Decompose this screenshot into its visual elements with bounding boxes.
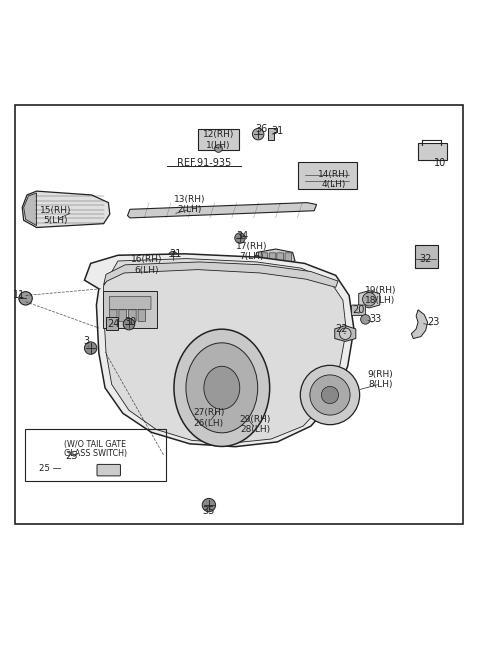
FancyBboxPatch shape	[103, 291, 157, 327]
Circle shape	[235, 233, 245, 243]
Text: 32: 32	[420, 254, 432, 264]
Text: 31: 31	[271, 126, 284, 136]
Text: 3: 3	[83, 337, 89, 346]
Text: 34: 34	[236, 231, 249, 241]
Text: 25: 25	[65, 451, 78, 461]
Text: 30: 30	[125, 317, 137, 327]
Polygon shape	[335, 325, 356, 341]
FancyBboxPatch shape	[261, 253, 268, 262]
FancyBboxPatch shape	[198, 129, 239, 150]
Text: 15(RH)
5(LH): 15(RH) 5(LH)	[40, 206, 72, 225]
Text: 16(RH)
6(LH): 16(RH) 6(LH)	[131, 255, 162, 274]
Ellipse shape	[186, 343, 258, 433]
Circle shape	[136, 260, 148, 272]
Text: 36: 36	[255, 125, 268, 134]
Circle shape	[360, 315, 370, 324]
FancyBboxPatch shape	[119, 310, 127, 321]
Circle shape	[322, 386, 338, 403]
Polygon shape	[254, 249, 295, 265]
Circle shape	[202, 499, 216, 512]
FancyBboxPatch shape	[285, 253, 292, 262]
Text: 29(RH)
28(LH): 29(RH) 28(LH)	[240, 415, 271, 434]
Polygon shape	[84, 254, 354, 447]
FancyBboxPatch shape	[351, 305, 365, 316]
Polygon shape	[128, 203, 317, 218]
Text: 24: 24	[107, 319, 120, 329]
Circle shape	[215, 145, 222, 152]
Circle shape	[168, 251, 178, 261]
FancyBboxPatch shape	[269, 253, 276, 262]
Text: 23: 23	[428, 318, 440, 327]
Circle shape	[19, 292, 32, 305]
FancyBboxPatch shape	[109, 297, 151, 310]
FancyBboxPatch shape	[138, 310, 146, 321]
Polygon shape	[104, 258, 346, 443]
FancyBboxPatch shape	[298, 162, 357, 189]
Text: REF.91-935: REF.91-935	[177, 158, 231, 168]
Text: 14(RH)
4(LH): 14(RH) 4(LH)	[318, 170, 349, 190]
Polygon shape	[268, 128, 277, 140]
Circle shape	[300, 365, 360, 424]
Polygon shape	[130, 258, 158, 272]
Text: 35: 35	[203, 506, 215, 516]
Polygon shape	[411, 310, 428, 338]
Circle shape	[339, 328, 351, 340]
Text: GLASS SWITCH): GLASS SWITCH)	[64, 449, 127, 459]
Polygon shape	[104, 262, 338, 287]
Text: 33: 33	[369, 314, 381, 324]
Polygon shape	[144, 270, 154, 277]
Polygon shape	[22, 191, 110, 228]
FancyBboxPatch shape	[109, 310, 117, 321]
FancyBboxPatch shape	[129, 310, 136, 321]
Circle shape	[310, 375, 350, 415]
Ellipse shape	[204, 366, 240, 409]
Circle shape	[123, 318, 135, 330]
Polygon shape	[359, 291, 380, 308]
Text: 27(RH)
26(LH): 27(RH) 26(LH)	[193, 408, 225, 428]
Text: 17(RH)
7(LH): 17(RH) 7(LH)	[236, 241, 268, 261]
Text: 11: 11	[13, 291, 25, 300]
Text: 12(RH)
1(LH): 12(RH) 1(LH)	[203, 130, 234, 150]
Text: 9(RH)
8(LH): 9(RH) 8(LH)	[367, 370, 393, 390]
Text: 13(RH)
2(LH): 13(RH) 2(LH)	[174, 195, 205, 215]
FancyBboxPatch shape	[277, 253, 284, 262]
Text: 19(RH)
18(LH): 19(RH) 18(LH)	[364, 286, 396, 305]
Text: 10: 10	[434, 158, 446, 168]
Text: 25 —: 25 —	[39, 464, 61, 473]
Circle shape	[252, 129, 264, 140]
Text: (W/O TAIL GATE: (W/O TAIL GATE	[64, 440, 126, 449]
Circle shape	[84, 342, 97, 354]
Polygon shape	[24, 193, 36, 226]
Circle shape	[362, 293, 376, 306]
Text: 20: 20	[352, 305, 365, 315]
Text: 22: 22	[335, 325, 348, 335]
FancyBboxPatch shape	[415, 245, 438, 268]
FancyBboxPatch shape	[418, 143, 447, 159]
FancyBboxPatch shape	[106, 318, 119, 330]
FancyBboxPatch shape	[97, 464, 120, 476]
Text: 21: 21	[169, 249, 181, 259]
Ellipse shape	[174, 329, 270, 447]
